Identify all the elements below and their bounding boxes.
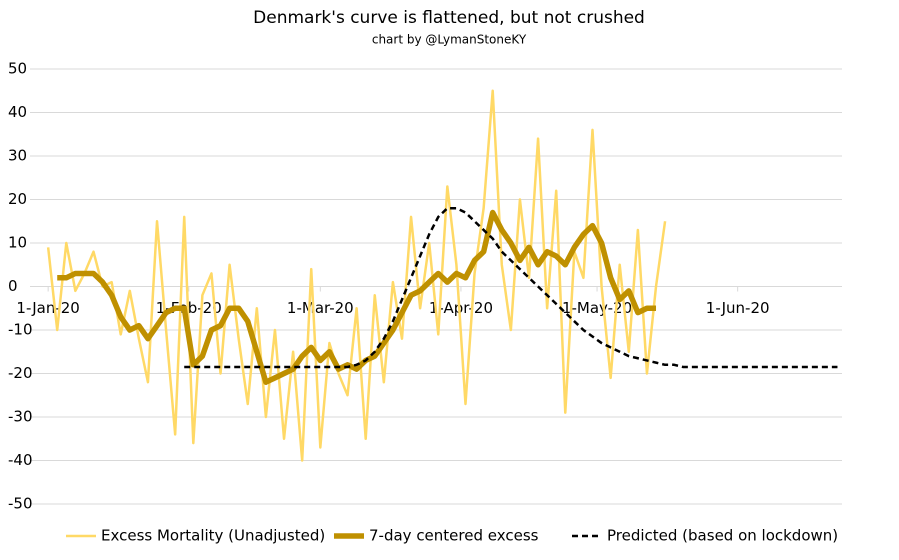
y-tick-label: -30 — [8, 408, 33, 426]
series-line — [184, 206, 838, 369]
y-tick-label: -50 — [8, 495, 33, 513]
series-line — [57, 209, 657, 385]
x-tick-label: 1-Jun-20 — [706, 299, 770, 317]
y-tick-label: 50 — [8, 60, 27, 78]
y-tick-label: 0 — [8, 277, 18, 295]
y-tick-label: -20 — [8, 364, 33, 382]
y-tick-label: -10 — [8, 321, 33, 339]
x-tick-label: 1-Jan-20 — [16, 299, 79, 317]
legend-label: 7-day centered excess — [369, 527, 539, 545]
chart-subtitle: chart by @LymanStoneKY — [372, 33, 527, 47]
legend-label: Predicted (based on lockdown) — [607, 527, 838, 545]
x-tick-label: 1-Apr-20 — [429, 299, 493, 317]
y-tick-label: -40 — [8, 451, 33, 469]
x-tick-label: 1-Mar-20 — [287, 299, 354, 317]
chart-title: Denmark's curve is flattened, but not cr… — [253, 8, 645, 28]
series-line — [46, 89, 667, 462]
x-tick-label: 1-May-20 — [562, 299, 632, 317]
y-tick-label: 30 — [8, 147, 27, 165]
legend-label: Excess Mortality (Unadjusted) — [101, 527, 325, 545]
y-tick-label: 10 — [8, 234, 27, 252]
y-tick-label: 40 — [8, 103, 27, 121]
y-tick-label: 20 — [8, 190, 27, 208]
